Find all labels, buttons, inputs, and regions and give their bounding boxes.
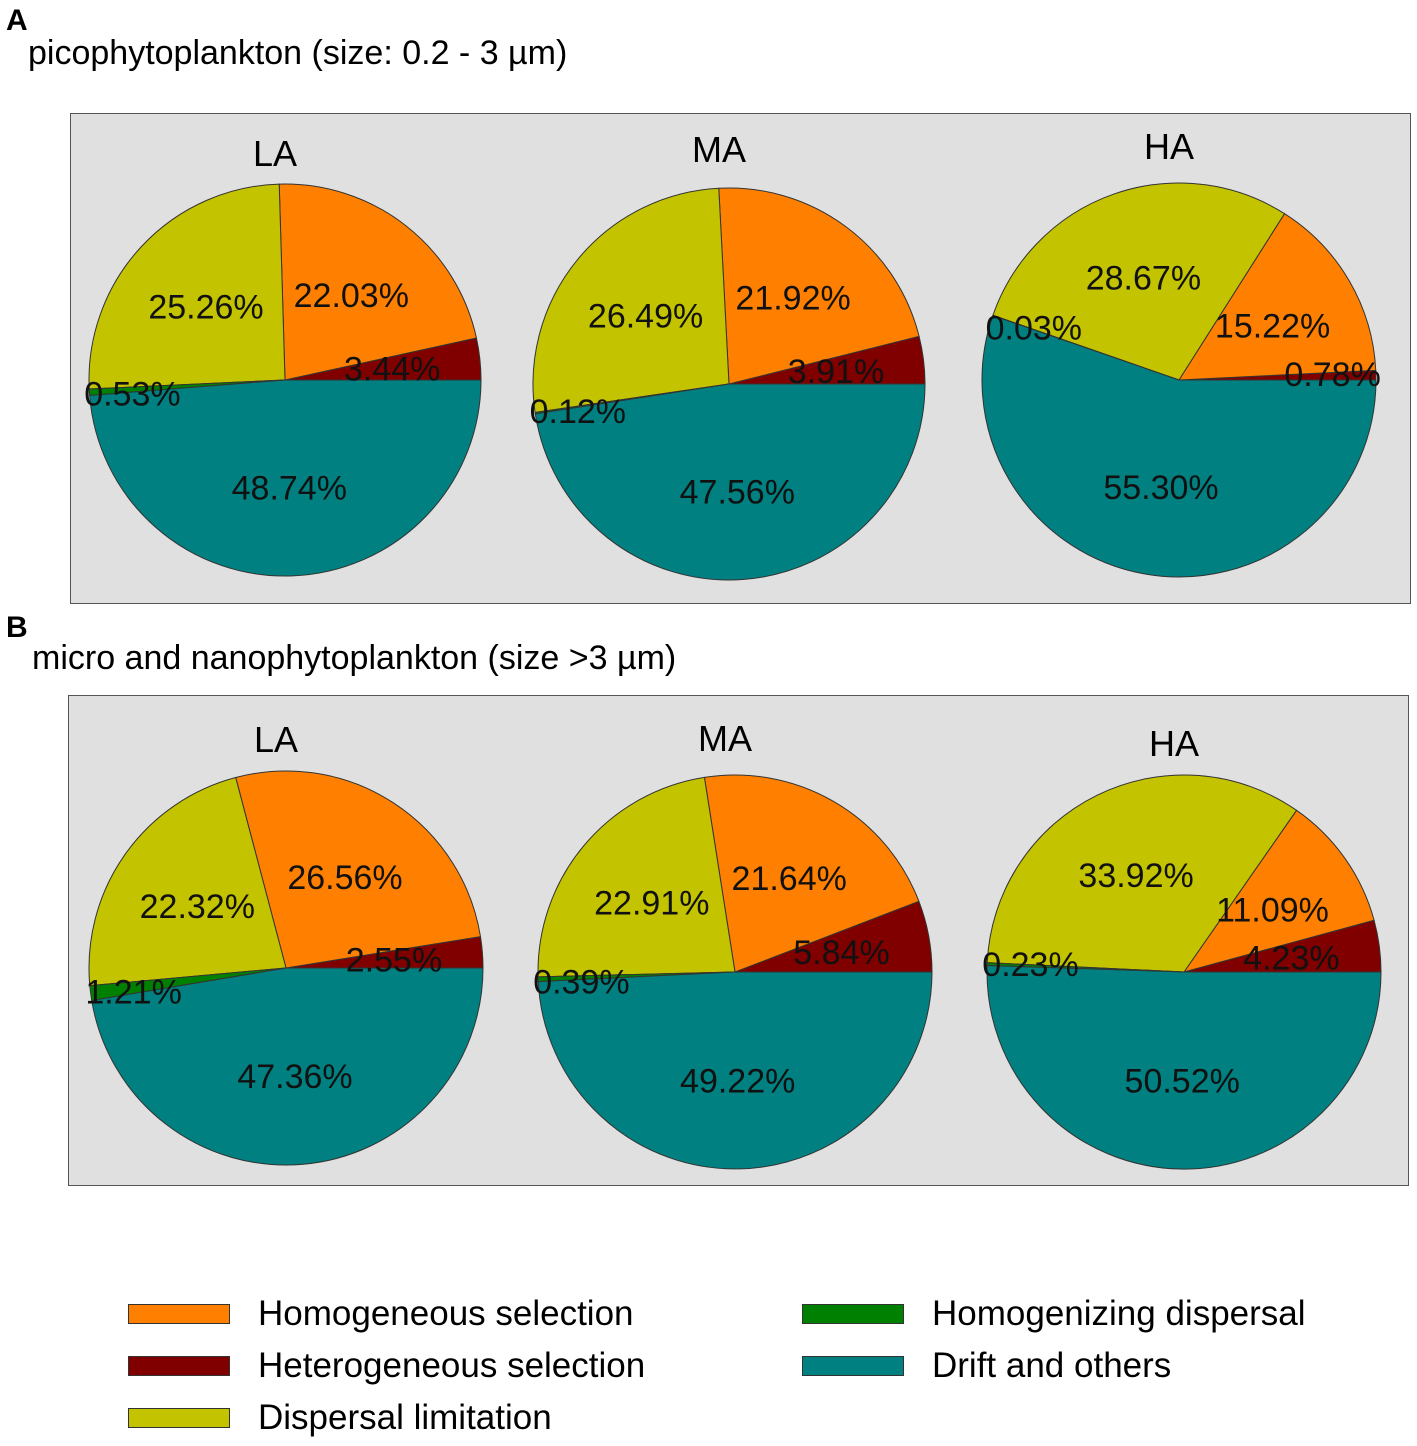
pie-label-heterogeneous-selection: 5.84% <box>793 934 889 972</box>
panel-b-title: micro and nanophytoplankton (size >3 µm) <box>32 639 677 677</box>
legend-item-homogenizing-dispersal: Homogenizing dispersal <box>802 1292 1306 1336</box>
pie-a-ha: HA 0.78% 15.22% 28.67%0.03% 55.30% <box>981 126 1381 578</box>
pie-slice-homogeneous-selection <box>235 770 482 969</box>
pie-title: HA <box>1149 723 1199 764</box>
legend-item-drift-and-others: Drift and others <box>802 1344 1171 1388</box>
pie-a-ma: MA 3.91% 21.92% 26.49% 0.12% 47.56% <box>530 129 926 581</box>
pie-label-drift-and-others: 48.74% <box>232 470 347 508</box>
legend-label-dispersal-limitation: Dispersal limitation <box>258 1398 552 1437</box>
pie-slice-drift-and-others <box>91 967 484 1166</box>
pie-b-la: LA 2.55% 26.56% 22.32% 1.21% 47.36% <box>85 719 484 1166</box>
pie-label-homogeneous-selection: 11.09% <box>1216 892 1329 930</box>
pie-title: LA <box>253 133 297 174</box>
legend-label-drift-and-others: Drift and others <box>932 1346 1172 1385</box>
legend-swatch-homogenizing-dispersal <box>802 1304 904 1324</box>
pie-label-heterogeneous-selection: 4.23% <box>1243 940 1339 978</box>
pie-title: MA <box>698 718 752 759</box>
legend-label-homogeneous-selection: Homogeneous selection <box>258 1294 634 1333</box>
legend-label-heterogeneous-selection: Heterogeneous selection <box>258 1346 646 1385</box>
pie-label-homogenizing-dispersal: 0.23% <box>982 946 1078 984</box>
pie-b-ma: MA 5.84% 21.64% 22.91% 0.39% 49.22% <box>533 718 933 1170</box>
pie-label-drift-and-others: 50.52% <box>1125 1062 1240 1100</box>
pie-label-homogenizing-dispersal: 0.39% <box>533 964 629 1002</box>
pie-label-drift-and-others: 49.22% <box>680 1062 795 1100</box>
pie-slice-homogeneous-selection <box>1182 809 1375 973</box>
pie-label-homogeneous-selection: 21.64% <box>732 860 847 898</box>
pie-slice-drift-and-others <box>986 964 1382 1170</box>
legend-swatch-dispersal-limitation <box>128 1408 230 1428</box>
legend-item-homogeneous-selection: Homogeneous selection <box>128 1292 634 1336</box>
pie-label-dispersal-limitation: 33.92% <box>1078 857 1193 895</box>
pie-label-dispersal-limitation: 28.67% <box>1086 260 1201 298</box>
pie-slice-drift-and-others <box>534 383 926 581</box>
legend-swatch-drift-and-others <box>802 1356 904 1376</box>
pie-label-heterogeneous-selection: 0.78% <box>1284 356 1380 394</box>
pie-label-homogeneous-selection: 21.92% <box>735 279 850 317</box>
pie-title: LA <box>254 719 298 760</box>
panel-a-letter: A <box>6 4 28 37</box>
pie-slice-dispersal-limitation <box>88 183 286 390</box>
pie-label-homogeneous-selection: 15.22% <box>1215 308 1330 346</box>
pie-label-heterogeneous-selection: 2.55% <box>346 941 442 979</box>
panel-a-title: picophytoplankton (size: 0.2 - 3 µm) <box>28 34 568 72</box>
pie-slice-homogeneous-selection <box>278 183 478 381</box>
pie-label-drift-and-others: 47.36% <box>237 1058 352 1096</box>
pie-slice-dispersal-limitation <box>88 776 287 987</box>
pie-title: MA <box>692 129 746 170</box>
pie-label-homogeneous-selection: 22.03% <box>294 277 409 315</box>
pie-label-homogenizing-dispersal: 0.53% <box>84 376 180 414</box>
pie-slice-homogeneous-selection <box>1178 212 1377 381</box>
legend-item-dispersal-limitation: Dispersal limitation <box>128 1396 552 1440</box>
pie-label-dispersal-limitation: 26.49% <box>588 298 703 336</box>
pie-b-ha: HA 4.23% 11.09% 33.92% 0.23% 50.52% <box>982 723 1382 1170</box>
pie-label-dispersal-limitation: 22.91% <box>594 885 709 923</box>
pie-slice-homogeneous-selection <box>718 187 920 385</box>
pie-slice-drift-and-others <box>537 971 933 1170</box>
pie-label-dispersal-limitation: 25.26% <box>148 289 263 327</box>
pie-slice-homogeneous-selection <box>703 774 920 973</box>
pie-label-homogeneous-selection: 26.56% <box>287 859 402 897</box>
pie-slice-dispersal-limitation <box>532 187 730 414</box>
pie-label-drift-and-others: 47.56% <box>680 474 795 512</box>
pie-slice-dispersal-limitation <box>992 182 1286 381</box>
pie-label-homogenizing-dispersal: 0.03% <box>986 310 1082 348</box>
pie-label-dispersal-limitation: 22.32% <box>140 888 255 926</box>
panel-b-letter: B <box>6 611 28 644</box>
pie-label-heterogeneous-selection: 3.44% <box>344 350 440 388</box>
pie-a-la: LA 3.44% 22.03% 25.26% 0.53% 48.74% <box>84 133 482 577</box>
pie-slice-drift-and-others <box>89 379 482 577</box>
pie-label-heterogeneous-selection: 3.91% <box>788 353 884 391</box>
pie-slice-drift-and-others <box>981 314 1377 578</box>
pie-slice-dispersal-limitation <box>537 776 736 978</box>
legend-swatch-homogeneous-selection <box>128 1304 230 1324</box>
pie-label-drift-and-others: 55.30% <box>1103 469 1218 507</box>
pie-title: HA <box>1144 126 1194 167</box>
legend: Homogeneous selection Heterogeneous sele… <box>128 1292 1408 1442</box>
legend-item-heterogeneous-selection: Heterogeneous selection <box>128 1344 645 1388</box>
legend-label-homogenizing-dispersal: Homogenizing dispersal <box>932 1294 1306 1333</box>
legend-swatch-heterogeneous-selection <box>128 1356 230 1376</box>
pie-label-homogenizing-dispersal: 1.21% <box>85 974 181 1012</box>
pie-slice-dispersal-limitation <box>986 774 1298 973</box>
pie-label-homogenizing-dispersal: 0.12% <box>530 393 626 431</box>
